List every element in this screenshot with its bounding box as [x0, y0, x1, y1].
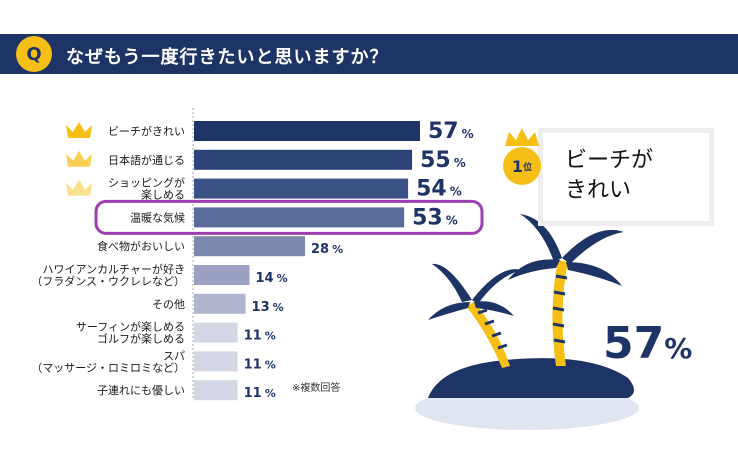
crown-icon [66, 150, 92, 167]
value-label: 11% [244, 386, 276, 401]
rank-value-number: 57 [603, 318, 665, 369]
rank-box [538, 128, 714, 226]
highlight-box [94, 199, 484, 235]
rank-value: 57% [603, 318, 692, 369]
value-label: 54% [416, 177, 462, 202]
value-label: 13% [252, 300, 284, 315]
category-label: ハワイアンカルチャーが好き（フラダンス・ウクレレなど） [31, 262, 185, 288]
category-label: ショッピングが楽しめる [108, 176, 185, 202]
crown-icon [66, 122, 92, 138]
category-label: ビーチがきれい [108, 124, 185, 138]
rank-value-unit: % [664, 332, 693, 365]
bar [194, 207, 405, 228]
q-badge: Q [16, 36, 52, 72]
bar [194, 293, 246, 314]
crown-icon [66, 179, 92, 196]
value-label: 53% [412, 205, 458, 230]
bar [194, 236, 306, 257]
bar [194, 265, 250, 285]
category-label: 食べ物がおいしい [97, 239, 185, 253]
rank-number: 1 [511, 156, 524, 176]
value-label: 57% [428, 119, 474, 144]
bar [194, 322, 238, 343]
palm-island-illustration [415, 214, 639, 430]
bar [194, 178, 409, 199]
value-label: 11% [244, 329, 276, 344]
bar [194, 121, 420, 141]
bar [194, 351, 238, 372]
category-label: 子連れにも優しい [97, 383, 185, 397]
value-label: 14% [256, 271, 288, 286]
category-label: サーフィンが楽しめるゴルフが楽しめる [76, 320, 185, 346]
bar [194, 380, 238, 401]
multiple-answers-note: ※複数回答 [292, 383, 341, 394]
title-bar [0, 34, 738, 74]
value-label: 11% [244, 357, 276, 372]
category-label: 温暖な気候 [130, 210, 185, 224]
category-label: その他 [152, 298, 185, 311]
value-label: 55% [420, 148, 466, 173]
category-label: 日本語が通じる [108, 153, 185, 167]
category-label: スパ（マッサージ・ロミロミなど） [31, 349, 185, 374]
bar [194, 149, 413, 170]
rank-suffix: 位 [523, 162, 533, 173]
chart-title: なぜもう一度行きたいと思いますか？ [66, 47, 389, 68]
rank-label: ビーチが きれい [565, 148, 654, 203]
value-label: 28% [311, 242, 343, 257]
